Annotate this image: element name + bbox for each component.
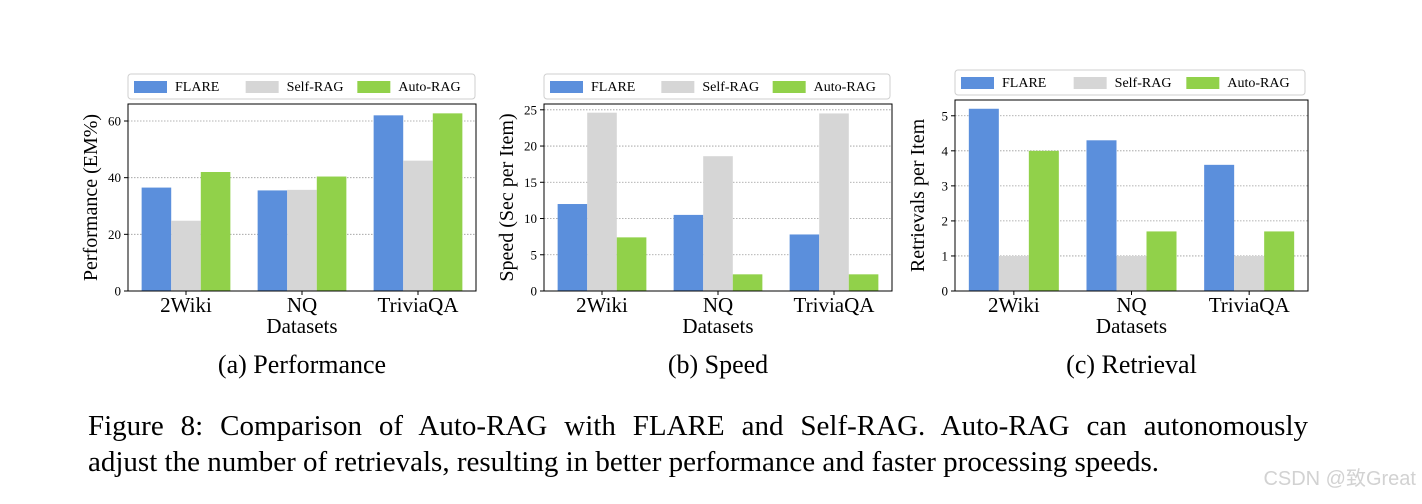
- x-tick-label: NQ: [1116, 293, 1146, 317]
- bar-self-rag-nq: [703, 156, 733, 291]
- legend-swatch-self-rag: [1073, 77, 1107, 89]
- y-tick-label: 60: [108, 114, 121, 129]
- bar-auto-rag-triviaqa: [848, 274, 879, 291]
- y-tick-label: 0: [942, 284, 949, 299]
- legend-label-auto-rag: Auto-RAG: [398, 80, 460, 95]
- y-axis-label: Retrievals per Item: [907, 118, 929, 272]
- bar-flare-2wiki: [557, 204, 588, 291]
- bar-self-rag-nq: [287, 189, 317, 291]
- bar-flare-2wiki: [141, 187, 172, 291]
- y-tick-label: 0: [115, 284, 122, 299]
- x-tick-label: NQ: [287, 293, 317, 317]
- legend-swatch-self-rag: [661, 81, 695, 93]
- bar-self-rag-2wiki: [171, 220, 201, 291]
- y-axis-label: Performance (EM%): [80, 114, 102, 281]
- bar-flare-triviaqa: [1204, 164, 1235, 291]
- bar-auto-rag-nq: [732, 274, 763, 291]
- chart-panel-1: 0 20 40 60 2Wiki NQ TriviaQA Datasets Performanc…: [80, 73, 477, 379]
- bar-auto-rag-nq: [316, 176, 347, 291]
- bar-self-rag-nq: [1116, 255, 1147, 291]
- bar-auto-rag-2wiki: [1028, 150, 1059, 291]
- panel-subtitle: (c) Retrieval: [1066, 350, 1197, 379]
- figure-caption-line-1: Figure 8: Comparison of Auto-RAG with FL…: [88, 410, 1308, 442]
- legend-swatch-flare: [961, 77, 994, 89]
- y-axis-label: Speed (Sec per Item): [496, 113, 518, 281]
- legend-label-self-rag: Self-RAG: [702, 80, 759, 95]
- legend-label-self-rag: Self-RAG: [1115, 76, 1172, 91]
- bar-self-rag-triviaqa: [1234, 255, 1265, 291]
- legend-swatch-auto-rag: [772, 81, 806, 93]
- legend-label-auto-rag: Auto-RAG: [814, 80, 876, 95]
- bar-flare-nq: [673, 214, 704, 291]
- y-tick-label: 20: [524, 139, 537, 154]
- bar-self-rag-2wiki: [587, 112, 617, 291]
- x-tick-label: 2Wiki: [576, 293, 628, 317]
- legend-label-flare: FLARE: [1002, 76, 1046, 91]
- bar-self-rag-triviaqa: [403, 160, 433, 291]
- panel-subtitle: (a) Performance: [218, 350, 386, 379]
- bar-flare-2wiki: [968, 108, 999, 291]
- y-tick-label: 25: [524, 102, 537, 117]
- x-axis-label: Datasets: [682, 314, 753, 338]
- y-tick-label: 2: [942, 213, 949, 228]
- bar-auto-rag-triviaqa: [432, 113, 463, 291]
- bar-auto-rag-triviaqa: [1264, 231, 1295, 291]
- legend-swatch-auto-rag: [357, 81, 391, 93]
- x-tick-label: 2Wiki: [988, 293, 1040, 317]
- y-tick-label: 3: [942, 178, 949, 193]
- y-tick-label: 1: [942, 248, 949, 263]
- legend-swatch-auto-rag: [1186, 77, 1220, 89]
- bar-auto-rag-2wiki: [200, 172, 231, 291]
- x-axis-label: Datasets: [266, 314, 337, 338]
- y-tick-label: 40: [108, 170, 121, 185]
- legend-swatch-self-rag: [245, 81, 279, 93]
- bar-self-rag-2wiki: [998, 255, 1029, 291]
- legend-label-self-rag: Self-RAG: [287, 80, 344, 95]
- chart-panel-2: 0 5 10 15 20 25 2Wiki NQ TriviaQA Datasets Speed (…: [496, 73, 893, 379]
- legend: FLARE Self-RAG Auto-RAG: [954, 69, 1306, 96]
- bar-auto-rag-nq: [1146, 231, 1177, 291]
- y-tick-label: 5: [531, 247, 538, 262]
- bar-flare-triviaqa: [789, 234, 820, 291]
- legend-label-flare: FLARE: [175, 80, 219, 95]
- bar-flare-nq: [257, 190, 288, 291]
- x-tick-label: 2Wiki: [160, 293, 212, 317]
- legend-label-flare: FLARE: [591, 80, 635, 95]
- bar-flare-triviaqa: [373, 115, 404, 291]
- x-tick-label: TriviaQA: [794, 293, 876, 317]
- chart-panel-3: 0 1 2 3 4 5 2Wiki NQ TriviaQA Datasets Retrievals …: [907, 69, 1309, 379]
- bar-flare-nq: [1086, 140, 1117, 291]
- x-tick-label: TriviaQA: [378, 293, 460, 317]
- x-axis-label: Datasets: [1096, 314, 1167, 338]
- y-tick-label: 20: [108, 227, 121, 242]
- legend-swatch-flare: [550, 81, 583, 93]
- figure-caption-line-2: adjust the number of retrievals, resulti…: [88, 446, 1160, 478]
- y-tick-label: 5: [942, 108, 949, 123]
- bar-auto-rag-2wiki: [616, 237, 647, 291]
- legend-swatch-flare: [134, 81, 167, 93]
- csdn-watermark: CSDN @致Great: [1263, 468, 1416, 490]
- y-tick-label: 4: [942, 143, 949, 158]
- panel-subtitle: (b) Speed: [668, 350, 768, 379]
- y-tick-label: 10: [524, 211, 537, 226]
- legend: FLARE Self-RAG Auto-RAG: [543, 73, 891, 100]
- legend-label-auto-rag: Auto-RAG: [1227, 76, 1289, 91]
- y-tick-label: 0: [531, 284, 538, 299]
- bar-self-rag-triviaqa: [819, 113, 849, 291]
- x-tick-label: NQ: [703, 293, 733, 317]
- x-tick-label: TriviaQA: [1209, 293, 1291, 317]
- legend: FLARE Self-RAG Auto-RAG: [127, 73, 476, 100]
- y-tick-label: 15: [524, 175, 537, 190]
